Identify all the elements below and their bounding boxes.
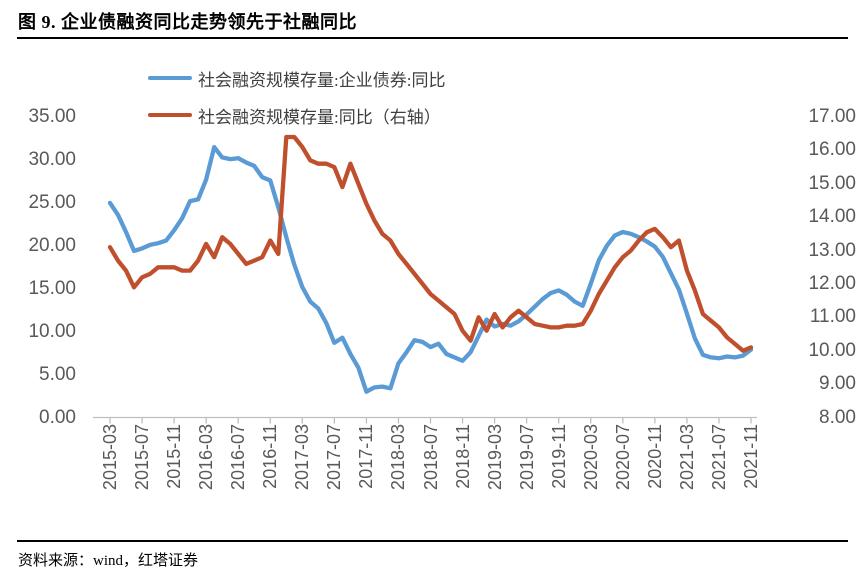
right-axis-tick-label: 17.00: [808, 106, 856, 127]
right-axis-tick-label: 14.00: [808, 206, 856, 228]
x-axis-tick-label: 2017-11: [356, 424, 377, 489]
x-axis-tick-label: 2019-07: [516, 424, 537, 491]
source-note: 资料来源：wind，红塔证券: [18, 553, 199, 569]
legend-label: 社会融资规模存量:企业债券:同比: [198, 70, 446, 90]
x-axis-tick-label: 2021-11: [741, 424, 761, 489]
right-axis-tick-label: 13.00: [808, 239, 856, 261]
right-axis-tick-label: 11.00: [809, 306, 856, 328]
x-axis-tick-label: 2020-11: [644, 424, 665, 489]
right-axis-tick-label: 12.00: [808, 272, 856, 294]
x-axis-tick-label: 2016-11: [260, 424, 281, 489]
x-axis-tick-label: 2021-07: [708, 424, 729, 491]
legend: 社会融资规模存量:企业债券:同比 社会融资规模存量:同比（右轴）: [148, 68, 445, 142]
left-axis-tick-label: 5.00: [39, 363, 76, 385]
page-title: 图 9. 企业债融资同比走势领先于社融同比: [18, 12, 357, 32]
right-axis-tick-label: 10.00: [808, 339, 856, 361]
legend-item-tsf: 社会融资规模存量:同比（右轴）: [148, 105, 445, 127]
x-axis-tick-label: 2018-03: [388, 424, 409, 491]
legend-item-corporate-bond: 社会融资规模存量:企业债券:同比: [148, 68, 446, 90]
x-axis-tick-label: 2017-03: [292, 424, 313, 491]
x-axis-tick-label: 2019-11: [548, 424, 569, 489]
series-lines: [107, 134, 754, 394]
right-axis-tick-label: 16.00: [808, 139, 856, 161]
x-axis-tick-label: 2015-03: [100, 424, 120, 491]
left-axis-tick-label: 30.00: [28, 148, 76, 170]
left-axis-tick-label: 25.00: [28, 191, 76, 213]
x-axis-tick-label: 2020-03: [580, 424, 601, 491]
left-axis-tick-label: 20.00: [28, 234, 76, 256]
x-axis-tick-label: 2018-07: [420, 424, 441, 491]
left-axis-tick-label: 35.00: [28, 106, 76, 127]
x-axis-tick-label: 2020-07: [612, 424, 633, 491]
legend-line-marker-red-icon: [148, 113, 192, 117]
right-axis-tick-label: 15.00: [808, 172, 856, 194]
x-axis-tick-label: 2019-03: [484, 424, 505, 491]
x-axis-tick-label: 2016-07: [228, 424, 249, 491]
line-series-corporate-bond-yoy: [107, 144, 754, 394]
x-axis-tick-label: 2015-07: [132, 424, 153, 491]
left-axis-tick-label: 15.00: [28, 277, 76, 299]
right-axis-tick-label: 9.00: [819, 373, 856, 395]
x-axis-line: [93, 416, 757, 424]
title-divider: [17, 37, 848, 39]
footer-divider: [17, 540, 848, 542]
line-series-tsf-yoy: [107, 134, 754, 353]
legend-line-marker-blue-icon: [148, 76, 192, 80]
x-axis-tick-label: 2016-03: [196, 424, 217, 491]
x-axis-tick-label: 2018-11: [452, 424, 473, 489]
left-axis-tick-label: 0.00: [39, 406, 76, 428]
x-axis-tick-label: 2021-03: [676, 424, 697, 491]
right-axis-tick-label: 8.00: [819, 406, 856, 428]
x-axis-tick-label: 2015-11: [164, 424, 185, 489]
left-axis-tick-label: 10.00: [28, 320, 76, 342]
legend-label: 社会融资规模存量:同比（右轴）: [198, 107, 441, 127]
x-axis-tick-label: 2017-07: [324, 424, 345, 491]
